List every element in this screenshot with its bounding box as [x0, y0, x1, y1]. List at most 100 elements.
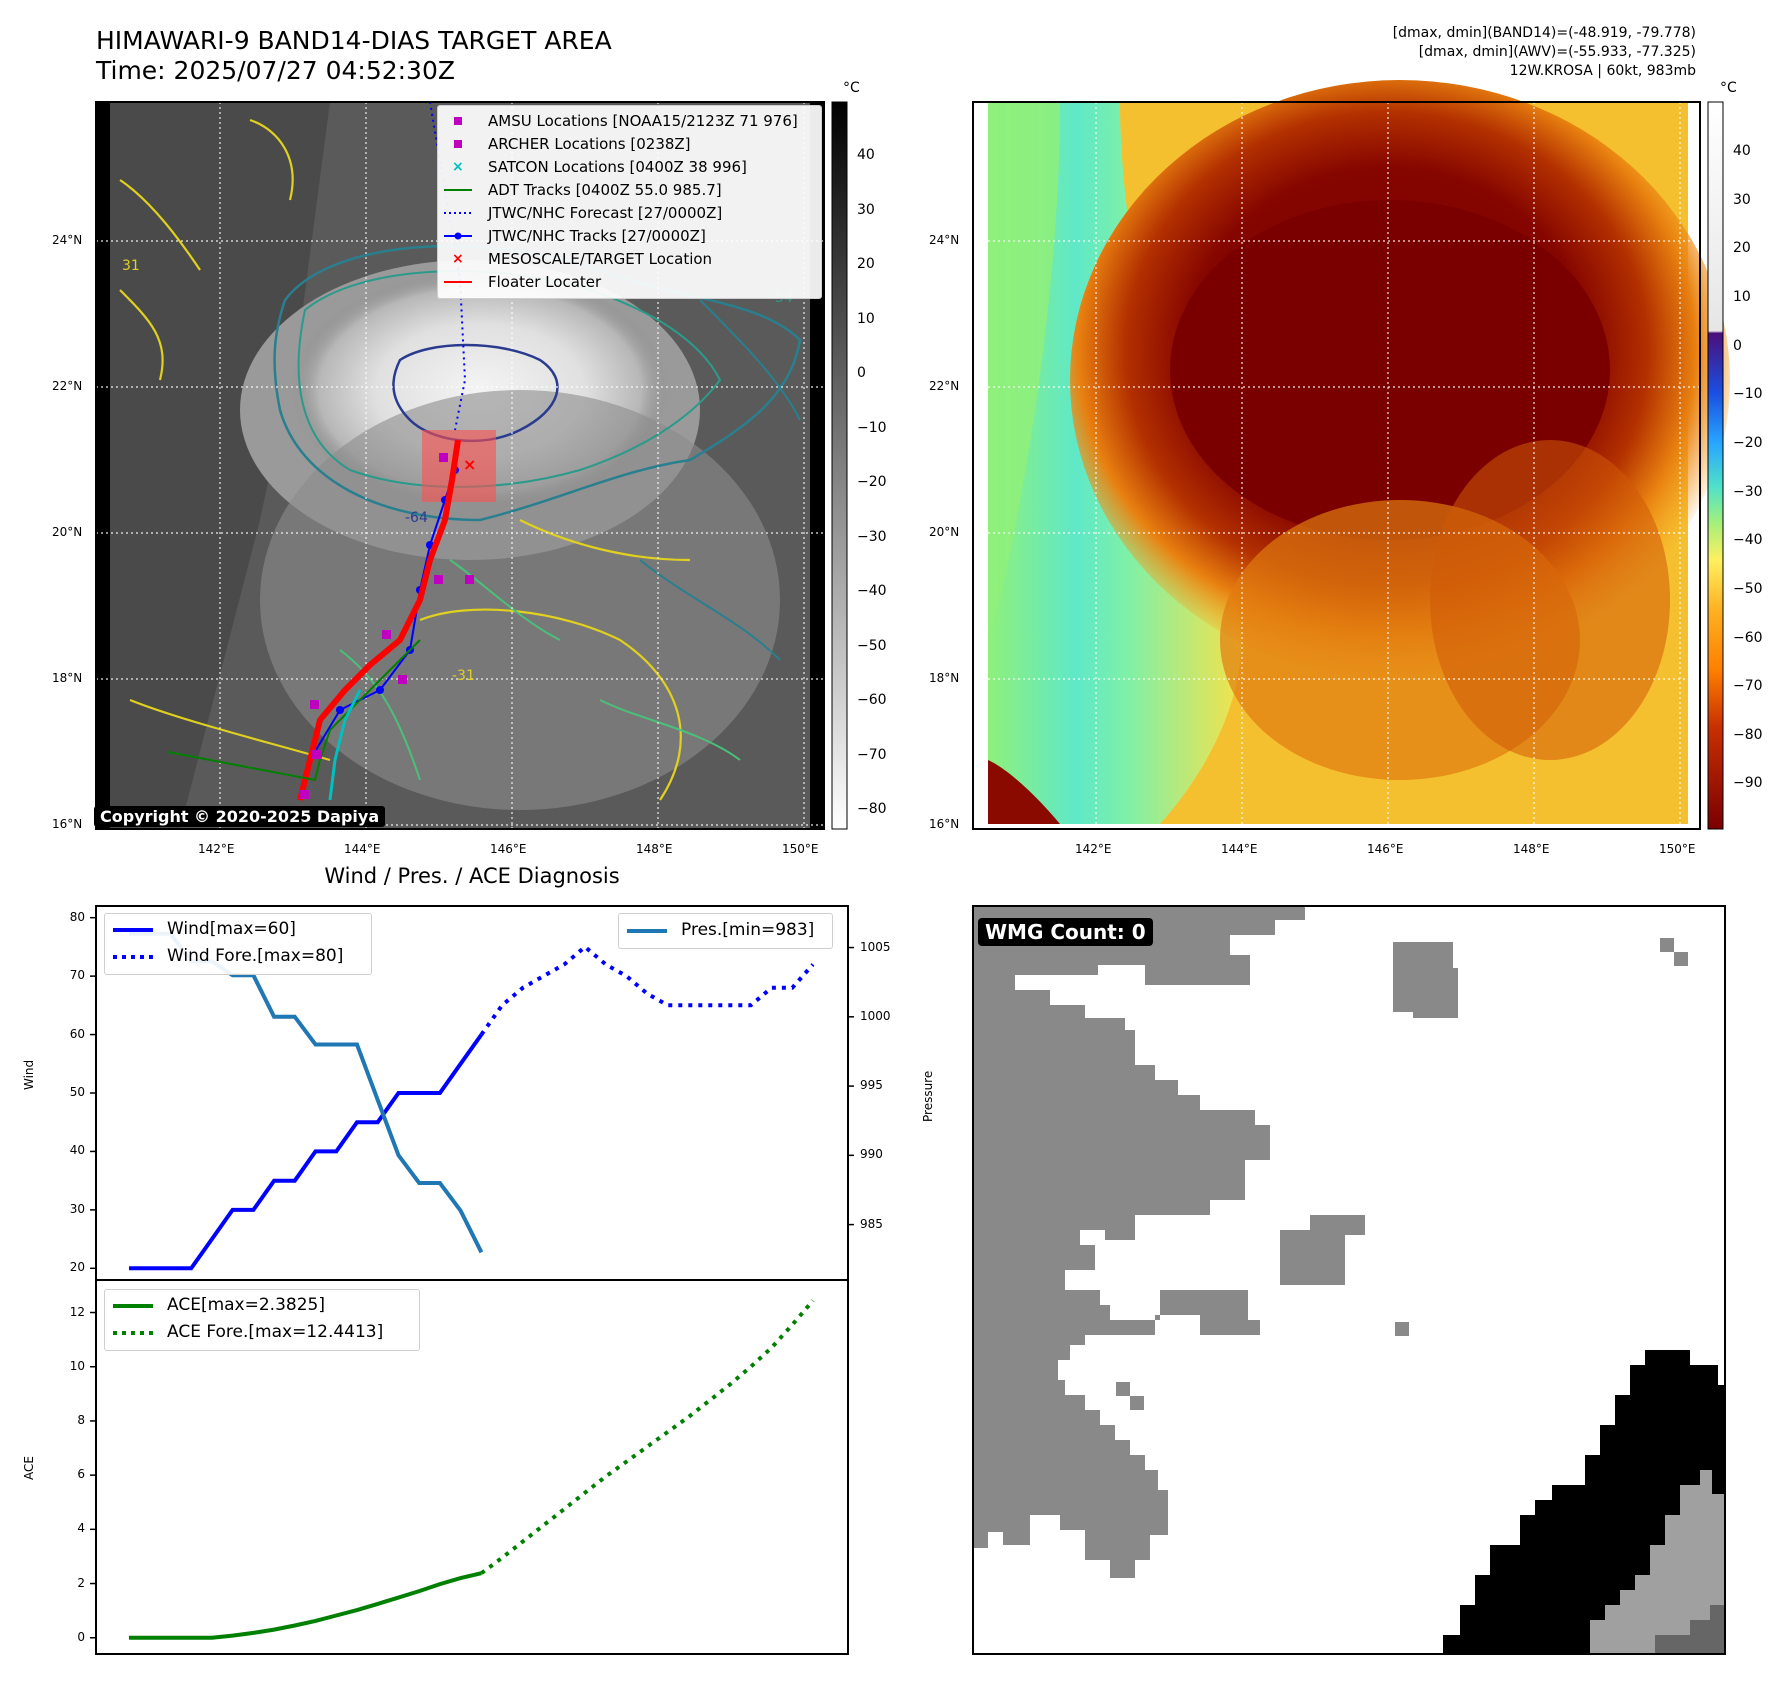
awv-map — [972, 80, 1730, 830]
legend-item-forecast: JTWC/NHC Forecast [27/0000Z] — [488, 204, 723, 222]
diagnosis-title: Wind / Pres. / ACE Diagnosis — [324, 864, 620, 888]
lat-label: 22°N — [929, 379, 960, 393]
colorbar-color-tick: 20 — [1733, 240, 1751, 256]
ace-legend-markers — [113, 1304, 153, 1335]
colorbar-gray-tick: −50 — [857, 638, 887, 654]
svg-text:×: × — [452, 159, 464, 175]
lat-label: 20°N — [52, 525, 83, 539]
colorbar-color-unit: °C — [1720, 80, 1737, 96]
pressure-legend-markers — [627, 929, 667, 933]
lon-label: 148°E — [636, 842, 673, 856]
pressure-tick-label: 1005 — [860, 939, 891, 954]
lat-label: 16°N — [52, 817, 83, 831]
ace-tick-label: 6 — [77, 1467, 85, 1482]
map-panels: × 31 -54 -64 -31 — [95, 80, 1730, 830]
legend-item-satcon: SATCON Locations [0400Z 38 996] — [488, 158, 747, 176]
wind-tick-label: 60 — [69, 1026, 85, 1041]
series-line — [129, 1571, 482, 1640]
legend-ace: ACE[max=2.3825] — [167, 1295, 325, 1315]
wind-legend: Wind[max=60] Wind Fore.[max=80] — [104, 913, 372, 975]
colorbar-gray-tick: 30 — [857, 202, 875, 218]
colorbar-color-tick: −20 — [1733, 435, 1763, 451]
colorbar-color-tick: −30 — [1733, 484, 1763, 500]
colorbar-gray-tick: −30 — [857, 529, 887, 545]
wind-tick-label: 70 — [69, 968, 85, 983]
wind-tick-label: 80 — [69, 909, 85, 924]
legend-item-adt: ADT Tracks [0400Z 55.0 985.7] — [488, 181, 722, 199]
lon-label: 144°E — [1221, 842, 1258, 856]
colorbar-gray-tick: 20 — [857, 256, 875, 272]
svg-text:×: × — [463, 455, 476, 474]
lon-label: 146°E — [490, 842, 527, 856]
map-legend: × × AMSU Locations [NOAA15/2123Z 71 976]… — [437, 105, 822, 299]
floater-track — [297, 439, 461, 801]
colorbar-color-tick: −90 — [1733, 775, 1763, 791]
wind-legend-markers — [113, 928, 153, 959]
lon-label: 150°E — [1659, 842, 1696, 856]
band14-map: × 31 -54 -64 -31 — [95, 101, 825, 830]
chart-time: Time: 2025/07/27 04:52:30Z — [96, 56, 455, 85]
ace-tick-label: 4 — [77, 1521, 85, 1536]
wmg-count-badge: WMG Count: 0 — [978, 918, 1153, 946]
legend-wind-fore: Wind Fore.[max=80] — [167, 946, 344, 966]
awv-stats: [dmax, dmin](AWV)=(-55.933, -77.325) — [1418, 44, 1696, 60]
colorbar-color-tick: −50 — [1733, 581, 1763, 597]
pressure-tick-label: 995 — [860, 1078, 883, 1093]
copyright-badge: Copyright © 2020-2025 Dapiya — [94, 806, 386, 827]
series-line — [479, 944, 815, 1036]
legend-item-amsu: AMSU Locations [NOAA15/2123Z 71 976] — [488, 112, 798, 130]
contour-label: -64 — [405, 510, 428, 526]
legend-item-target: MESOSCALE/TARGET Location — [488, 250, 713, 268]
colorbar-gray-tick: 10 — [857, 311, 875, 327]
colorbar-color-tick: −40 — [1733, 532, 1763, 548]
ace-tick-label: 8 — [77, 1412, 85, 1427]
contour-label: -31 — [452, 668, 475, 684]
colorbar-gray-tick: −20 — [857, 474, 887, 490]
pressure-tick-label: 990 — [860, 1147, 883, 1162]
colorbar-gray-tick: 40 — [857, 147, 875, 163]
adt-track — [167, 639, 421, 782]
colorbar-gray-unit: °C — [843, 80, 860, 96]
series-line — [129, 1033, 484, 1271]
legend-wind: Wind[max=60] — [167, 919, 296, 939]
wind-tick-label: 40 — [69, 1143, 85, 1158]
legend-item-floater: Floater Locater — [488, 273, 602, 291]
colorbar-color-tick: 0 — [1733, 338, 1742, 354]
band14-stats: [dmax, dmin](BAND14)=(-48.919, -79.778) — [1392, 25, 1696, 41]
stats-block: [dmax, dmin](BAND14)=(-48.919, -79.778) … — [1393, 24, 1696, 81]
colorbar-color-tick: −70 — [1733, 678, 1763, 694]
colorbar-color-tick: 10 — [1733, 289, 1751, 305]
legend-ace-fore: ACE Fore.[max=12.4413] — [167, 1322, 384, 1342]
colorbar-color-tick: 40 — [1733, 143, 1751, 159]
colorbar-gray-tick: −10 — [857, 420, 887, 436]
wind-tick-label: 20 — [69, 1260, 85, 1275]
lon-label: 142°E — [1075, 842, 1112, 856]
colorbar-color-tick: −60 — [1733, 630, 1763, 646]
legend-item-tracks: JTWC/NHC Tracks [27/0000Z] — [488, 227, 706, 245]
lon-label: 146°E — [1367, 842, 1404, 856]
lat-label: 18°N — [929, 671, 960, 685]
colorbar-gray-tick: −70 — [857, 747, 887, 763]
storm-info: 12W.KROSA | 60kt, 983mb — [1509, 63, 1696, 79]
wind-tick-label: 30 — [69, 1201, 85, 1216]
pressure-tick-label: 1000 — [860, 1008, 891, 1023]
legend-item-archer: ARCHER Locations [0238Z] — [488, 135, 691, 153]
svg-text:×: × — [452, 251, 464, 267]
pressure-legend: Pres.[min=983] — [618, 913, 833, 949]
ace-tick-label: 12 — [69, 1304, 85, 1319]
lon-label: 148°E — [1513, 842, 1550, 856]
legend-pressure: Pres.[min=983] — [681, 920, 815, 940]
colorbar-gray — [831, 101, 848, 830]
pressure-tick-label: 985 — [860, 1216, 883, 1231]
lat-label: 20°N — [929, 525, 960, 539]
colorbar-gray-tick: 0 — [857, 365, 866, 381]
map-legend-markers: × × — [444, 117, 472, 283]
colorbar-color-tick: −10 — [1733, 386, 1763, 402]
lat-label: 18°N — [52, 671, 83, 685]
wind-tick-label: 50 — [69, 1085, 85, 1099]
ace-tick-label: 2 — [77, 1575, 85, 1590]
lat-label: 16°N — [929, 817, 960, 831]
colorbar-color-tick: 30 — [1733, 192, 1751, 208]
contour-label: 31 — [122, 258, 140, 274]
